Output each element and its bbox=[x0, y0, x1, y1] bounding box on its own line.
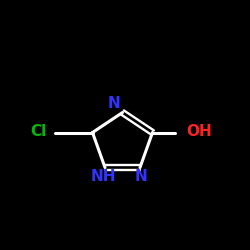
Text: Cl: Cl bbox=[30, 124, 47, 139]
Text: NH: NH bbox=[91, 169, 116, 184]
Text: OH: OH bbox=[186, 124, 212, 139]
Text: N: N bbox=[108, 96, 120, 111]
Text: N: N bbox=[135, 169, 147, 184]
